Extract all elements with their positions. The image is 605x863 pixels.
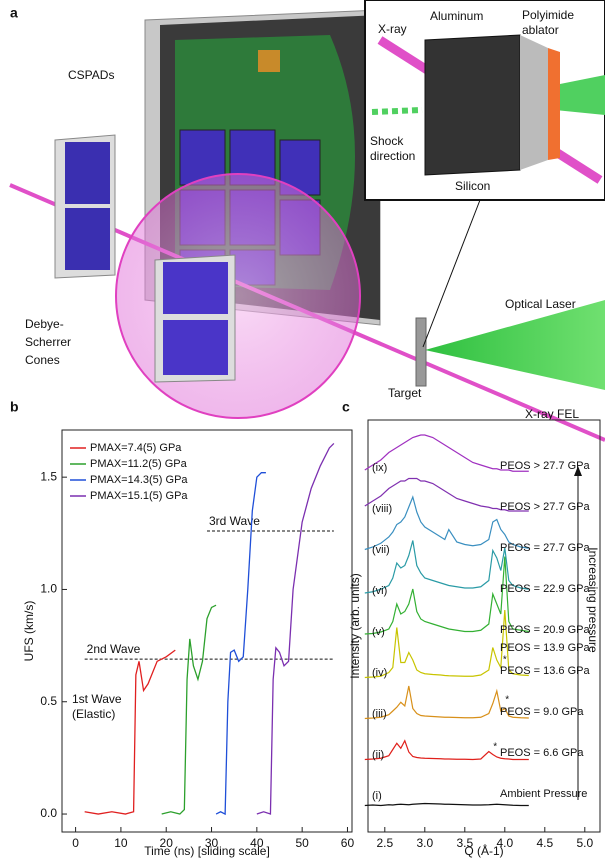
x-tick-label: 3.0 (416, 836, 433, 850)
x-tick-label: 4.0 (496, 836, 513, 850)
trace (364, 556, 529, 635)
legend-label: PMAX=14.3(5) GPa (90, 474, 188, 486)
label: direction (370, 149, 415, 163)
pressure-label: PEOS = 20.9 GPa (500, 624, 590, 636)
panel-label: c (342, 399, 350, 415)
y-tick-label: 0.0 (40, 806, 57, 820)
label: Cones (25, 353, 60, 367)
line (161, 604, 217, 815)
label: Shock (370, 134, 404, 148)
y-tick-label: 0.5 (40, 694, 57, 708)
legend-label: PMAX=7.4(5) GPa (90, 442, 182, 454)
legend-label: PMAX=11.2(5) GPa (90, 458, 188, 470)
trace (364, 540, 529, 594)
trace (364, 495, 529, 551)
x-tick-label: 0 (72, 836, 79, 850)
pressure-label: PEOS > 27.7 GPa (500, 501, 590, 513)
x-tick-label: 30 (205, 836, 219, 850)
pressure-label: PEOS = 27.7 GPa (500, 542, 590, 554)
trace-label: (ii) (372, 749, 384, 761)
pressure-label: PEOS = 22.9 GPa (500, 583, 590, 595)
panel-a-art (9, 0, 605, 442)
x-tick-label: 5.0 (576, 836, 593, 850)
star: * (503, 655, 507, 666)
x-tick-label: 2.5 (376, 836, 393, 850)
label: Aluminum (430, 9, 483, 23)
star: * (493, 742, 497, 753)
plot-frame (61, 429, 353, 833)
star: * (505, 695, 509, 706)
x-tick-label: 10 (114, 836, 128, 850)
plot-frame (367, 419, 601, 833)
label: Silicon (455, 179, 490, 193)
x-tick-label: 4.5 (536, 836, 553, 850)
trace (364, 477, 529, 512)
x-axis-label: Q (Å-1) (464, 843, 503, 858)
x-tick-label: 40 (250, 836, 264, 850)
annotation: 1st Wave (72, 692, 122, 706)
x-tick-label: 3.5 (456, 836, 473, 850)
trace-label: (vii) (372, 544, 390, 556)
arrow-label: Increasing pressure (586, 547, 600, 653)
reference-label: 3rd Wave (209, 514, 260, 528)
label: ablator (522, 23, 559, 37)
line (215, 472, 266, 816)
pressure-label: Ambient Pressure (500, 788, 587, 800)
pressure-label: PEOS = 6.6 GPa (500, 747, 584, 759)
label: Debye- (25, 317, 64, 331)
label: Target (388, 386, 422, 400)
trace-label: (v) (372, 626, 385, 638)
pressure-label: PEOS = 9.0 GPa (500, 706, 584, 718)
trace-label: (ix) (372, 462, 387, 474)
trace-label: (vi) (372, 585, 387, 597)
trace-label: (iii) (372, 708, 387, 720)
pressure-label: PEOS = 13.6 GPa (500, 665, 590, 677)
trace-label: (i) (372, 790, 382, 802)
panel-a-labels: a CSPADs X-ray Aluminum Polyimide ablato… (10, 5, 579, 421)
pressure-label: PEOS = 13.9 GPa (500, 642, 590, 654)
trace (364, 685, 529, 720)
trace-label: (iv) (372, 667, 387, 679)
reference-label: 2nd Wave (87, 642, 141, 656)
arrow-head (574, 466, 582, 476)
annotation: (Elastic) (72, 707, 115, 721)
y-axis-label: UFS (km/s) (22, 601, 36, 662)
label: CSPADs (68, 68, 114, 82)
legend-label: PMAX=15.1(5) GPa (90, 490, 188, 502)
trace (364, 739, 529, 761)
panel-label: b (10, 399, 19, 415)
label: Optical Laser (505, 297, 576, 311)
x-tick-label: 50 (295, 836, 309, 850)
label: X-ray (378, 22, 407, 36)
label: X-ray FEL (525, 407, 579, 421)
x-tick-label: 20 (160, 836, 174, 850)
pressure-label: PEOS > 27.7 GPa (500, 460, 590, 472)
line (84, 649, 176, 815)
trace (364, 609, 529, 679)
x-tick-label: 60 (341, 836, 355, 850)
trace (364, 802, 529, 807)
trace (364, 434, 529, 472)
y-tick-label: 1.5 (40, 469, 57, 483)
label: Polyimide (522, 8, 574, 22)
label: Scherrer (25, 335, 71, 349)
y-axis-label: Intensity (arb. units) (348, 573, 362, 678)
y-tick-label: 1.0 (40, 582, 57, 596)
line (256, 443, 335, 815)
panel-label: a (10, 5, 18, 21)
trace-label: (viii) (372, 503, 392, 515)
x-axis-label: Time (ns) [sliding scale] (144, 844, 270, 858)
